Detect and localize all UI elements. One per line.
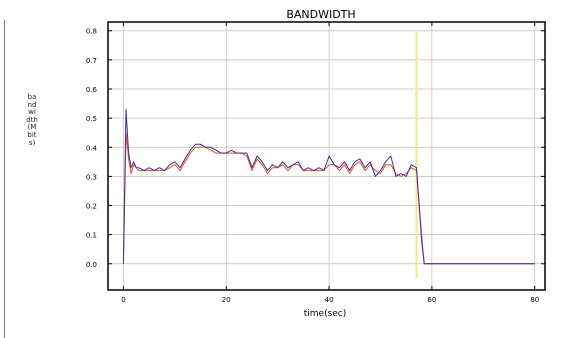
x-tick-label: 20 bbox=[222, 296, 231, 304]
plot-frame bbox=[107, 21, 546, 291]
x-tick-label: 60 bbox=[427, 296, 436, 304]
y-tick-label: 0.0 bbox=[86, 261, 97, 269]
x-tick-label: 0 bbox=[121, 296, 125, 304]
y-tick-label: 0.5 bbox=[86, 115, 97, 123]
y-tick-label: 0.2 bbox=[86, 203, 97, 211]
series-layer bbox=[122, 108, 535, 265]
x-axis-ticks: 0 20 40 60 80 bbox=[121, 22, 539, 304]
y-tick-label: 0.6 bbox=[86, 86, 98, 94]
chart-title: BANDWIDTH bbox=[286, 8, 355, 21]
x-tick-label: 40 bbox=[325, 296, 334, 304]
x-tick-label: 80 bbox=[530, 296, 539, 304]
y-tick-label: 0.1 bbox=[86, 232, 97, 240]
series-line-2 bbox=[122, 108, 535, 265]
x-axis-label: time(sec) bbox=[304, 309, 347, 319]
y-axis-ticks: 0.0 0.1 0.2 0.3 0.4 0.5 0.6 0.7 0.8 bbox=[86, 28, 545, 269]
y-tick-label: 0.8 bbox=[86, 28, 97, 36]
grid-lines bbox=[108, 22, 545, 290]
y-tick-label: 0.3 bbox=[86, 173, 97, 181]
y-tick-label: 0.7 bbox=[86, 57, 97, 65]
y-axis-label: bandwidth(Mbits) bbox=[26, 93, 38, 147]
y-tick-label: 0.4 bbox=[86, 144, 98, 152]
